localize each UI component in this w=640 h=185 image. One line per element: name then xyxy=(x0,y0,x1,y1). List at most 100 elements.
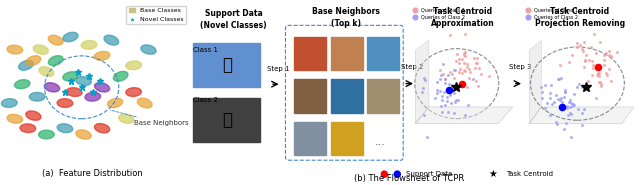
Point xyxy=(549,100,559,103)
Point xyxy=(596,85,606,88)
Ellipse shape xyxy=(95,124,109,133)
Point xyxy=(574,83,584,86)
Point xyxy=(556,96,566,99)
Ellipse shape xyxy=(48,35,63,45)
Point xyxy=(545,83,556,86)
Point xyxy=(435,78,445,81)
Polygon shape xyxy=(415,107,513,124)
Ellipse shape xyxy=(126,88,141,96)
Point xyxy=(472,61,482,64)
Text: Base Neighbors: Base Neighbors xyxy=(312,7,380,16)
Ellipse shape xyxy=(63,32,78,42)
Point xyxy=(591,97,602,100)
Point xyxy=(442,99,452,102)
Text: ●: ● xyxy=(392,169,401,179)
Ellipse shape xyxy=(44,83,60,92)
Point xyxy=(436,105,446,108)
Point xyxy=(580,60,590,63)
Point xyxy=(474,67,484,70)
Point xyxy=(592,74,602,77)
Point xyxy=(561,121,571,124)
Point xyxy=(460,113,470,116)
Bar xyxy=(331,37,363,70)
Ellipse shape xyxy=(33,45,49,54)
Point xyxy=(593,65,603,68)
Point xyxy=(579,66,589,69)
Point xyxy=(464,76,474,79)
Point xyxy=(445,93,455,96)
Point xyxy=(473,84,483,87)
Point xyxy=(440,77,450,80)
Point xyxy=(591,52,601,55)
Point xyxy=(566,102,576,105)
Point xyxy=(606,54,616,57)
Point xyxy=(442,95,452,98)
Point xyxy=(436,74,446,77)
Point xyxy=(593,65,603,68)
Point xyxy=(564,60,574,63)
Point xyxy=(545,97,555,100)
Point xyxy=(564,106,575,109)
Point xyxy=(435,90,445,93)
Text: Approximation: Approximation xyxy=(431,19,494,28)
Point xyxy=(449,68,460,71)
Point xyxy=(545,113,555,116)
Point xyxy=(471,79,481,82)
Point xyxy=(567,105,577,107)
Point xyxy=(599,63,609,66)
Point xyxy=(447,73,457,76)
Point xyxy=(453,99,463,102)
Point xyxy=(577,112,587,115)
Text: ●: ● xyxy=(380,169,388,179)
Point xyxy=(575,43,586,46)
Point xyxy=(454,57,464,60)
Point xyxy=(540,106,550,109)
Point xyxy=(450,101,460,104)
Text: (b) The Flowsheet of TCPR: (b) The Flowsheet of TCPR xyxy=(355,174,465,183)
Text: Class 2: Class 2 xyxy=(193,97,218,103)
Point xyxy=(555,63,565,66)
Point xyxy=(432,91,442,94)
Point xyxy=(536,86,546,89)
Ellipse shape xyxy=(104,35,118,45)
Point xyxy=(604,67,614,70)
Point xyxy=(572,45,582,48)
Ellipse shape xyxy=(15,80,30,89)
Point xyxy=(445,102,456,105)
Point xyxy=(563,114,573,117)
Point xyxy=(564,101,574,104)
Point xyxy=(594,75,604,78)
Legend: Queries of Class 1, Queries of Class 2: Queries of Class 1, Queries of Class 2 xyxy=(409,6,466,21)
Text: (Top k): (Top k) xyxy=(331,19,360,28)
Point xyxy=(557,100,567,103)
Point xyxy=(444,110,454,113)
Bar xyxy=(294,80,326,113)
Text: (a)  Feature Distribution: (a) Feature Distribution xyxy=(42,169,143,178)
Text: Task Centroid: Task Centroid xyxy=(433,7,492,16)
Point xyxy=(579,107,589,110)
Polygon shape xyxy=(529,107,634,124)
Point xyxy=(556,76,566,79)
Point xyxy=(458,82,468,85)
Point xyxy=(468,56,479,59)
Point xyxy=(565,98,575,101)
Point xyxy=(566,136,576,139)
Point xyxy=(432,89,442,92)
Point xyxy=(577,124,587,127)
Point xyxy=(545,91,555,94)
Text: Support Data: Support Data xyxy=(406,171,452,177)
Point xyxy=(442,88,452,91)
Point xyxy=(588,59,598,62)
Point xyxy=(452,52,462,55)
Point xyxy=(451,98,461,101)
Ellipse shape xyxy=(19,60,33,70)
Ellipse shape xyxy=(39,67,54,76)
Text: 🦅: 🦅 xyxy=(222,111,232,129)
Ellipse shape xyxy=(138,98,152,108)
Point xyxy=(460,33,470,36)
Point xyxy=(557,105,567,108)
Bar xyxy=(367,37,399,70)
Legend: Base Classes, Novel Classes: Base Classes, Novel Classes xyxy=(126,6,186,24)
Ellipse shape xyxy=(113,71,128,81)
Point xyxy=(588,64,598,67)
